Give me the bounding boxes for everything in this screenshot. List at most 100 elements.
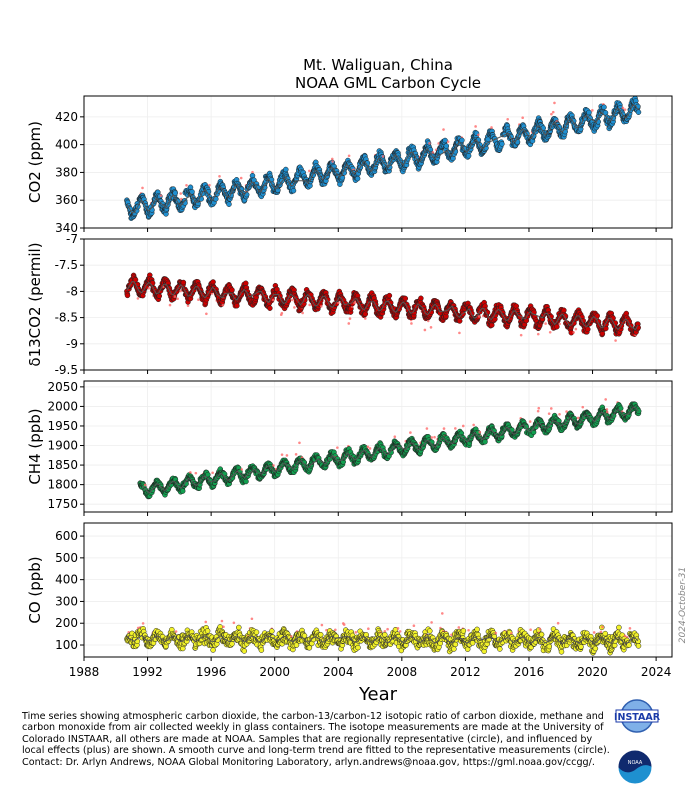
outlier-point: [368, 447, 372, 450]
data-point: [301, 632, 308, 639]
data-point: [267, 305, 273, 311]
data-point: [443, 143, 450, 149]
outlier-point: [551, 110, 555, 114]
outlier-point: [544, 322, 547, 325]
y-tick-label: -7.5: [55, 258, 78, 272]
outlier-point: [605, 410, 609, 414]
outlier-point: [454, 427, 457, 430]
data-point: [269, 628, 275, 634]
outlier-point: [221, 303, 225, 307]
outlier-point: [186, 304, 190, 307]
outlier-point: [537, 406, 541, 410]
outlier-point: [558, 322, 561, 326]
outlier-point: [550, 112, 553, 116]
data-point: [442, 137, 448, 144]
data-point: [317, 631, 324, 638]
outlier-point: [614, 339, 617, 342]
y-tick-label: 420: [55, 110, 78, 124]
data-point: [456, 318, 463, 324]
data-point: [499, 141, 505, 147]
outlier-point: [337, 301, 340, 305]
outlier-point: [141, 186, 144, 190]
outlier-point: [290, 635, 293, 638]
outlier-point: [251, 170, 254, 174]
outlier-point: [185, 184, 188, 187]
outlier-point: [280, 453, 284, 456]
outlier-point: [294, 453, 298, 456]
outlier-point: [330, 157, 334, 161]
outlier-point: [290, 298, 294, 302]
outlier-point: [409, 431, 412, 434]
outlier-point: [271, 298, 275, 302]
outlier-point: [477, 315, 481, 318]
outlier-point: [474, 125, 477, 128]
outlier-point: [232, 621, 236, 625]
outlier-point: [621, 106, 625, 110]
outlier-point: [430, 436, 434, 439]
data-point: [229, 641, 235, 647]
outlier-point: [442, 427, 446, 430]
outlier-point: [308, 303, 311, 307]
data-point: [561, 307, 567, 314]
outlier-point: [250, 617, 254, 621]
outlier-point: [572, 331, 576, 334]
outlier-point: [519, 333, 523, 337]
outlier-point: [428, 141, 431, 145]
outlier-point: [605, 408, 609, 411]
data-point: [482, 439, 488, 445]
outlier-point: [174, 630, 178, 633]
outlier-point: [136, 297, 140, 300]
outlier-point: [433, 435, 436, 439]
outlier-point: [189, 471, 192, 474]
outlier-point: [581, 405, 585, 409]
data-point: [554, 323, 560, 330]
data-point: [243, 478, 249, 485]
data-point: [489, 322, 495, 328]
outlier-point: [159, 194, 163, 197]
data-point: [418, 295, 424, 302]
outlier-point: [319, 305, 323, 308]
y-tick-label: 1950: [47, 419, 78, 433]
outlier-point: [549, 407, 553, 410]
outlier-point: [396, 627, 400, 630]
outlier-point: [423, 328, 427, 332]
outlier-point: [366, 445, 370, 449]
data-point: [234, 302, 240, 309]
outlier-point: [272, 464, 275, 467]
outlier-point: [574, 327, 578, 331]
y-tick-label: -9: [66, 337, 78, 351]
data-point: [382, 631, 388, 638]
data-point: [585, 326, 591, 333]
outlier-point: [173, 295, 177, 298]
y-tick-label: 360: [55, 193, 78, 207]
outlier-point: [240, 468, 243, 471]
data-point: [249, 172, 256, 179]
outlier-point: [425, 427, 429, 430]
y-axis-label: CH4 (ppb): [26, 408, 44, 484]
outlier-point: [218, 174, 221, 178]
outlier-point: [381, 155, 385, 158]
outlier-point: [521, 116, 524, 119]
outlier-point: [298, 441, 301, 445]
outlier-point: [208, 183, 211, 187]
data-point: [586, 109, 592, 116]
outlier-point: [347, 154, 351, 158]
outlier-point: [536, 409, 540, 413]
data-point: [402, 295, 409, 302]
data-point: [386, 292, 393, 299]
data-point: [241, 648, 248, 654]
outlier-point: [472, 423, 475, 427]
data-point: [149, 280, 156, 286]
y-tick-label: -9.5: [55, 363, 78, 377]
outlier-point: [342, 623, 346, 626]
data-point: [355, 644, 361, 651]
outlier-point: [477, 133, 480, 137]
data-point: [229, 287, 235, 293]
outlier-point: [576, 416, 580, 420]
outlier-point: [386, 627, 389, 631]
outlier-point: [458, 331, 461, 335]
y-tick-label: -8: [66, 284, 78, 298]
